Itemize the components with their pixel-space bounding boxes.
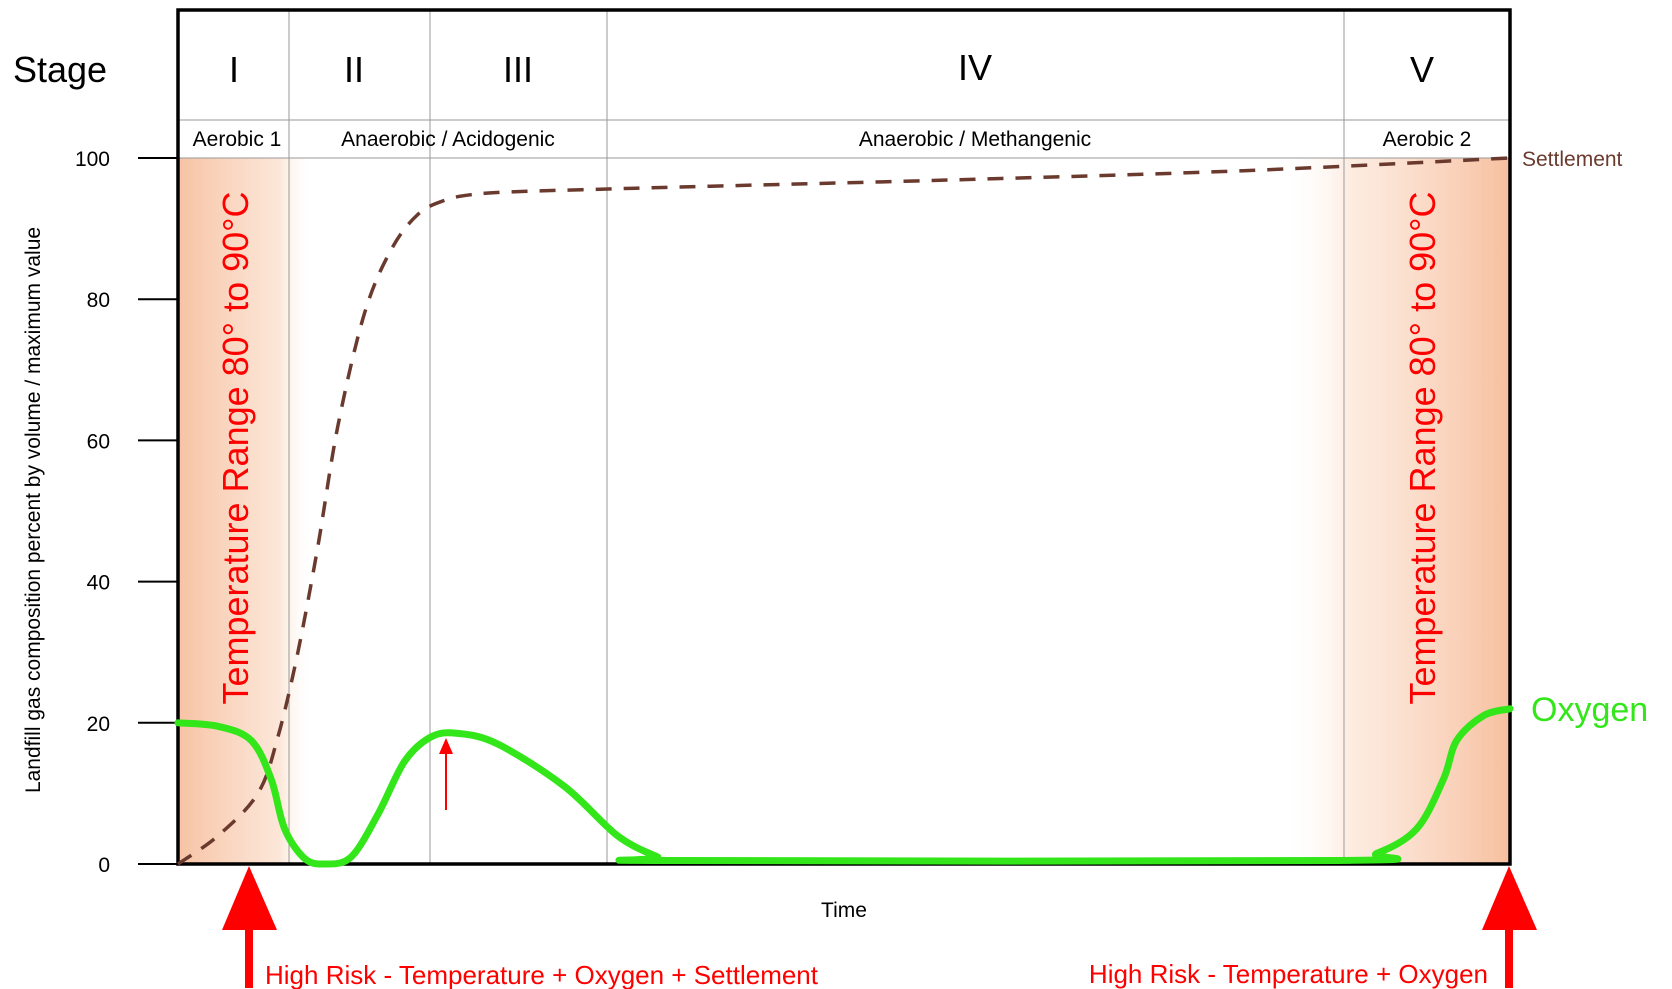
stage-numeral-2: II — [344, 49, 364, 90]
stage-numeral-3: III — [503, 49, 533, 90]
phase-label-acidogenic: Anaerobic / Acidogenic — [341, 128, 555, 151]
heat-band-right — [1282, 158, 1510, 864]
temperature-range-left: Temperature Range 80° to 90°C — [215, 191, 256, 704]
y-tick-label: 20 — [87, 713, 110, 736]
stage-numeral-1: I — [229, 49, 239, 90]
risk-text-right: High Risk - Temperature + Oxygen — [1089, 959, 1488, 989]
risk-arrow-right — [1482, 866, 1537, 988]
phase-label-aerobic-1: Aerobic 1 — [193, 128, 282, 151]
stage-numeral-4: IV — [958, 47, 992, 88]
heat-band-left — [178, 158, 313, 864]
y-tick-label: 40 — [87, 572, 110, 595]
legend-oxygen: Oxygen — [1531, 691, 1648, 729]
y-tick-label: 60 — [87, 430, 110, 453]
stage-numeral-5: V — [1410, 49, 1434, 90]
temperature-range-right: Temperature Range 80° to 90°C — [1402, 191, 1443, 704]
stage-header-label: Stage — [13, 49, 107, 90]
y-axis-ticks: 0 20 40 60 80 100 — [75, 148, 178, 877]
x-axis-title: Time — [821, 899, 867, 922]
series-line-settlement — [176, 156, 1511, 866]
phase-label-aerobic-2: Aerobic 2 — [1383, 128, 1472, 151]
series-line-oxygen — [174, 705, 1514, 868]
phase-label-methanogenic: Anaerobic / Methangenic — [859, 128, 1091, 151]
y-axis-title: Landfill gas composition percent by volu… — [22, 227, 45, 793]
y-tick-label: 100 — [75, 148, 110, 171]
oxygen-peak-arrow — [439, 738, 453, 810]
series-layer — [174, 156, 1514, 868]
y-tick-label: 80 — [87, 289, 110, 312]
risk-text-left: High Risk - Temperature + Oxygen + Settl… — [265, 960, 819, 989]
risk-arrow-left — [222, 866, 277, 988]
legend-settlement: Settlement — [1522, 148, 1623, 171]
y-tick-label: 0 — [98, 854, 110, 877]
